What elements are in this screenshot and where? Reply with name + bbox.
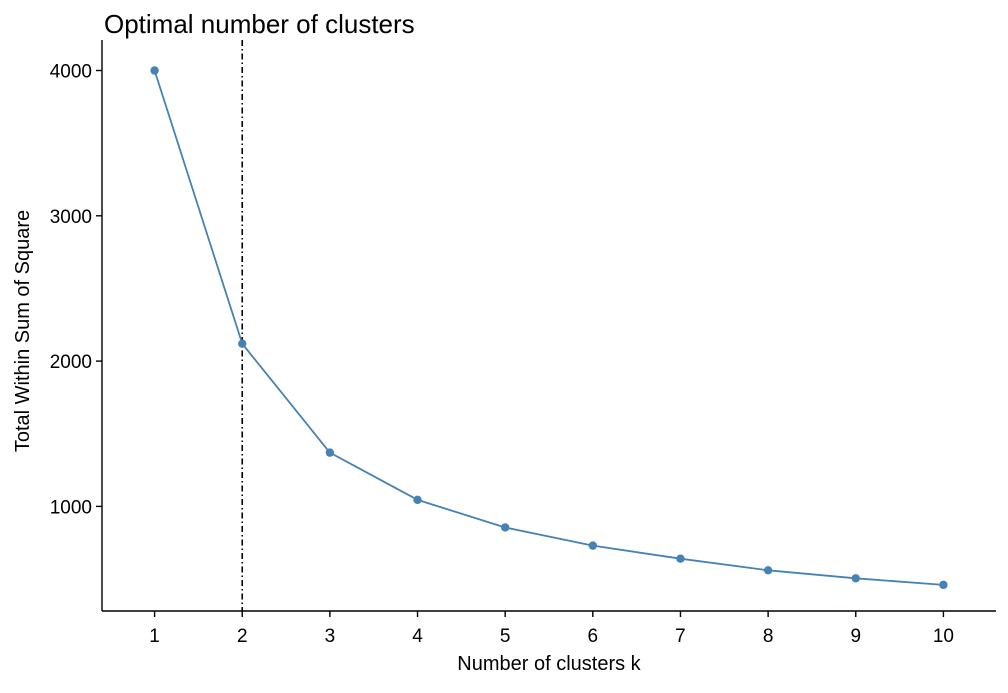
data-point xyxy=(676,554,685,563)
data-point xyxy=(413,495,422,505)
x-axis-title: Number of clusters k xyxy=(457,653,641,675)
y-tick-label: 2000 xyxy=(50,352,92,373)
x-axis-ticks: 1 2 3 4 5 6 7 8 9 10 xyxy=(149,611,954,647)
axes-layer xyxy=(101,40,996,612)
x-tick-label: 8 xyxy=(763,626,774,647)
y-tick-label: 1000 xyxy=(50,497,92,518)
x-tick-label: 1 xyxy=(149,626,160,647)
y-axis-ticks: 1000 2000 3000 4000 xyxy=(50,62,102,518)
x-tick-label: 4 xyxy=(412,626,423,647)
x-tick-label: 7 xyxy=(675,626,686,647)
data-point xyxy=(150,66,159,75)
data-point xyxy=(325,448,335,457)
series-layer xyxy=(150,66,948,590)
data-point xyxy=(588,541,598,550)
x-tick-label: 2 xyxy=(237,626,248,647)
data-point xyxy=(500,523,510,532)
y-axis-title: Total Within Sum of Square xyxy=(12,210,34,452)
x-tick-label: 5 xyxy=(500,626,511,647)
x-tick-label: 3 xyxy=(325,626,336,647)
x-tick-label: 10 xyxy=(933,626,954,647)
x-tick-label: 9 xyxy=(850,626,861,647)
data-point xyxy=(763,566,773,575)
series-line xyxy=(153,70,944,586)
y-tick-label: 4000 xyxy=(50,62,92,83)
data-point xyxy=(238,339,247,348)
x-tick-label: 6 xyxy=(588,626,599,647)
data-point xyxy=(939,580,948,590)
data-point xyxy=(851,574,860,583)
y-tick-label: 3000 xyxy=(50,207,92,228)
chart-title: Optimal number of clusters xyxy=(104,9,415,39)
